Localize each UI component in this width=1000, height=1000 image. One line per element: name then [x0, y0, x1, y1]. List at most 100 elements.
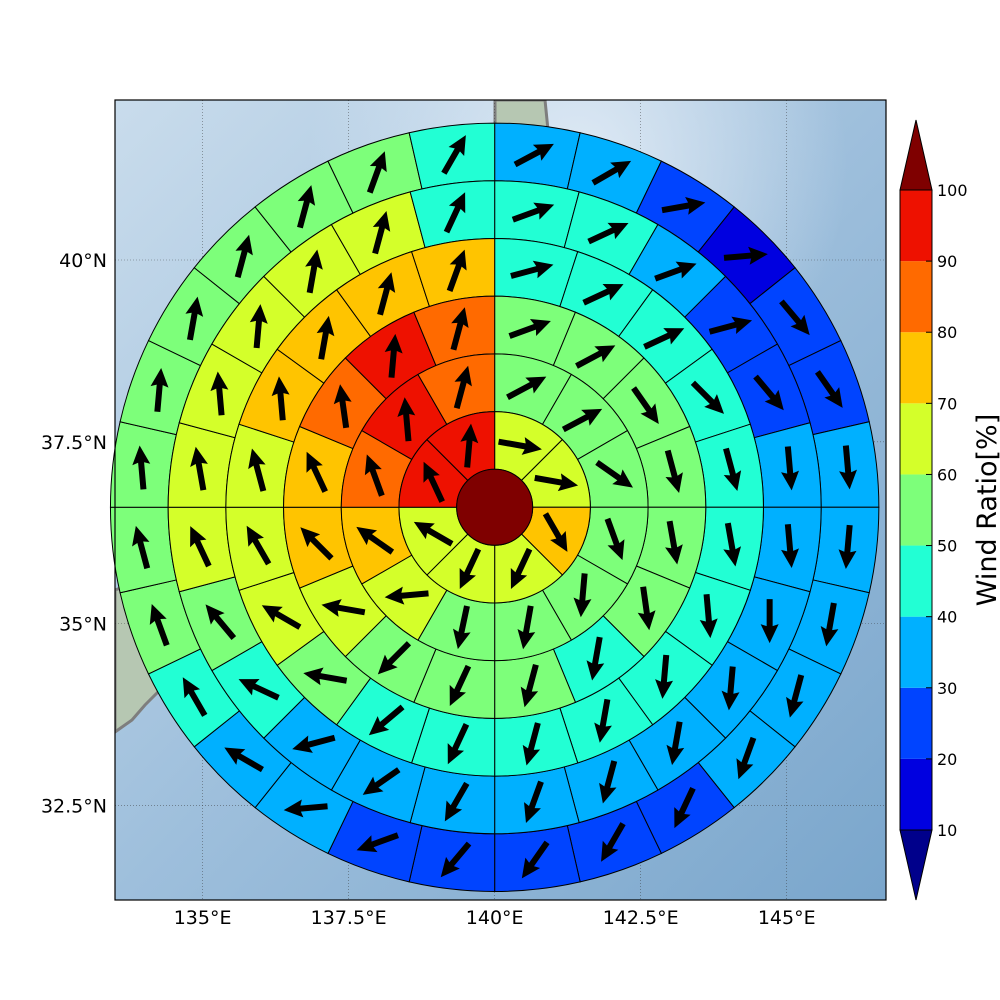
wind-arrow: [604, 517, 625, 561]
y-axis-ticks: 32.5°N 35°N 37.5°N 40°N: [41, 250, 107, 817]
wind-arrow: [655, 654, 674, 699]
wind-arrow: [224, 747, 264, 773]
colorbar-tick-label: 100: [937, 181, 968, 200]
wind-arrow: [522, 722, 541, 766]
colorbar-bin: [900, 758, 932, 830]
wind-arrow: [453, 365, 472, 409]
map-axes: 135°E 137.5°E 140°E 142.5°E 145°E 32.5°N 35°N…: [41, 99, 887, 929]
wind-arrow: [510, 260, 554, 279]
colorbar-tick-label: 40: [937, 608, 957, 627]
wind-arrow: [582, 284, 624, 306]
wind-arrow: [283, 799, 328, 818]
wind-arrow: [368, 704, 405, 736]
wind-arrow: [534, 473, 579, 492]
wind-arrow: [249, 304, 268, 349]
wind-arrow: [384, 333, 403, 378]
colorbar-bin: [900, 332, 932, 404]
wind-arrow: [542, 512, 568, 552]
wind-arrow: [708, 316, 753, 335]
colorbar-frame: [899, 189, 933, 831]
wind-arrow: [447, 723, 470, 765]
wind-arrow: [723, 447, 742, 491]
colorbar-bin: [900, 190, 932, 262]
wind-arrow: [364, 454, 385, 497]
wind-arrow: [561, 408, 603, 433]
wind-arrow: [498, 437, 542, 455]
center-cell: [456, 468, 534, 546]
wind-arrow: [132, 525, 151, 570]
x-tick-label: 145°E: [758, 907, 816, 929]
y-tick-label: 37.5°N: [41, 432, 107, 454]
colorbar-bins: [899, 119, 933, 901]
wind-arrow: [601, 822, 626, 862]
y-tick-label: 32.5°N: [41, 795, 107, 817]
wind-arrow: [190, 446, 208, 491]
wind-arrow: [306, 451, 328, 493]
wind-arrow: [839, 445, 858, 490]
wind-arrow: [384, 586, 429, 605]
colorbar-label: Wind Ratio[%]: [972, 414, 1000, 606]
wind-arrow: [423, 461, 445, 503]
colorbar-tick-label: 30: [937, 679, 957, 698]
wind-arrow: [587, 222, 629, 245]
wind-arrow: [316, 315, 335, 360]
wind-arrow: [690, 380, 725, 414]
colorbar-tick-label: 70: [937, 394, 957, 413]
x-tick-label: 140°E: [466, 907, 524, 929]
wind-arrow: [362, 767, 401, 795]
y-tick-label: 35°N: [59, 614, 107, 636]
wind-arrow: [595, 459, 633, 488]
wind-arrow: [723, 246, 768, 265]
wind-arrow: [366, 151, 387, 194]
wind-arrow: [654, 261, 697, 282]
colorbar-tick-label: 80: [937, 323, 957, 342]
wind-arrow: [234, 234, 253, 279]
wind-arrow: [586, 636, 605, 681]
wind-arrow: [664, 449, 683, 493]
wind-arrow: [723, 522, 742, 567]
wind-arrow: [303, 667, 348, 686]
wind-arrow: [460, 423, 479, 468]
wind-arrow: [781, 446, 799, 491]
wind-arrow: [760, 599, 779, 644]
colorbar-bin: [900, 687, 932, 759]
wind-arrow: [736, 736, 757, 780]
wind-arrow: [661, 196, 706, 215]
wind-arrow: [513, 143, 554, 168]
colorbar-tick-label: 10: [937, 821, 957, 840]
y-tick-label: 40°N: [59, 250, 107, 272]
wind-arrow: [377, 641, 412, 675]
wind-sector-cell: [408, 824, 496, 892]
wind-arrow: [238, 679, 280, 701]
wind-arrow: [779, 299, 810, 336]
wind-arrow: [665, 520, 683, 565]
colorbar-tick-label: 90: [937, 252, 957, 271]
wind-arrow: [674, 786, 696, 829]
wind-arrow: [300, 527, 334, 561]
wind-arrow: [271, 376, 290, 421]
colorbar-tick-label: 20: [937, 750, 957, 769]
wind-arrow: [517, 605, 536, 650]
wind-arrow: [292, 734, 336, 753]
wind-arrow: [150, 367, 169, 413]
wind-arrow: [182, 677, 208, 717]
wind-arrow: [506, 376, 547, 400]
wind-arrow: [820, 602, 839, 647]
wind-arrow: [333, 384, 352, 429]
wind-sector-cells: [109, 122, 880, 892]
wind-arrow: [246, 525, 272, 566]
colorbar-bin: [900, 616, 932, 688]
wind-sector-cell: [494, 122, 581, 190]
wind-arrow: [699, 594, 718, 639]
colorbar-bin: [900, 474, 932, 546]
wind-arrow: [666, 721, 685, 766]
wind-arrow: [441, 135, 466, 175]
colorbar-ticks: 10 20 30 40 50 60 70 80 90 100: [926, 181, 968, 840]
wind-arrow: [450, 307, 469, 351]
wind-arrow: [786, 674, 805, 718]
wind-arrow: [838, 524, 857, 569]
x-axis-ticks: 135°E 137.5°E 140°E 142.5°E 145°E: [174, 907, 816, 929]
wind-arrow: [356, 526, 395, 555]
colorbar-bin: [900, 261, 932, 333]
